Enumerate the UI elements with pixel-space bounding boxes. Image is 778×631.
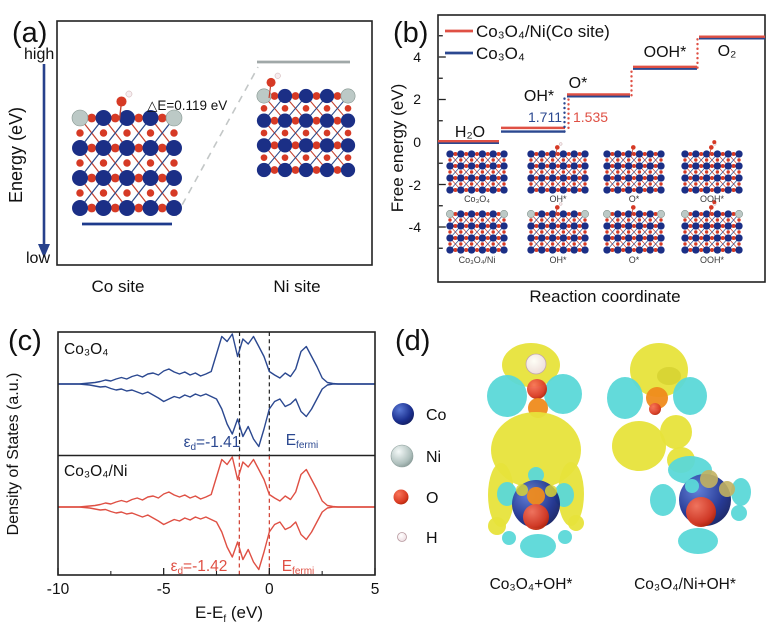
energy-x-axis-label: E-Ef (eV) (195, 603, 263, 625)
ni-atom-icon (390, 444, 414, 468)
energy-axis-arrowhead-icon (38, 244, 50, 258)
isosurface-co3o4ni-oh (607, 343, 751, 554)
xtick-neg10: -10 (47, 581, 70, 598)
efermi-label-co3o4ni: Efermi (282, 558, 315, 577)
delta-e-label: △E=0.119 eV (147, 98, 227, 113)
panel-b-structure-insets (446, 140, 743, 254)
dos-axis-label: Density of States (a.u.) (5, 373, 22, 536)
o-atom-icon (393, 489, 409, 505)
ed-value-co3o4ni: εd=-1.42 (171, 558, 228, 577)
co-atom-icon (392, 403, 414, 425)
xtick-0: 0 (265, 581, 274, 598)
ytick-neg4: -4 (409, 219, 422, 235)
inset-label-oh-row1: OH* (549, 194, 567, 204)
legend-label-ni: Ni (426, 449, 441, 466)
panel-d-tag: (d) (395, 325, 430, 357)
energy-axis-low-label: low (26, 250, 50, 267)
step-label-o: O* (569, 75, 588, 92)
inset-label-co3o4ni: Co₃O₄/Ni (459, 255, 496, 265)
ytick-2: 2 (413, 91, 421, 107)
panel-c-frame (57, 331, 376, 576)
dos-title-co3o4: Co₃O₄ (64, 341, 109, 358)
ni-site-structure (256, 72, 356, 178)
co-site-label: Co site (92, 277, 145, 296)
gap-value-co3o4: 1.711 (528, 109, 562, 125)
legend-label-co3o4: Co₃O₄ (476, 44, 525, 63)
step-label-oh: OH* (524, 88, 554, 105)
caption-co3o4ni-oh: Co₃O₄/Ni+OH* (634, 576, 736, 593)
inset-label-o-row1: O* (629, 194, 640, 204)
step-label-ooh: OOH* (644, 44, 687, 61)
panel-c-xticks (57, 568, 376, 575)
panel-b: (b) Free energy (eV) 4 2 0 -2 -4 Co₃O₄/N… (388, 14, 766, 306)
legend-label-co: Co (426, 407, 447, 424)
panel-a-frame (56, 20, 373, 266)
ni-site-label: Ni site (273, 277, 320, 296)
transition-dashed-line (175, 66, 259, 217)
dos-title-co3o4ni: Co₃O₄/Ni (64, 463, 127, 480)
panel-c-tag: (c) (8, 325, 42, 357)
energy-axis-high-label: high (24, 46, 54, 63)
legend-label-o: O (426, 490, 438, 507)
energy-axis-label: Energy (eV) (6, 107, 26, 203)
free-energy-steps (438, 35, 765, 145)
inset-label-ooh-row1: OOH* (700, 194, 725, 204)
ytick-neg2: -2 (409, 177, 422, 193)
xtick-5: 5 (371, 581, 380, 598)
panel-c: (c) Density of States (a.u.) Co₃O₄ Co₃O₄… (5, 325, 380, 625)
isosurface-co3o4-oh (487, 343, 584, 558)
step-label-o2: O₂ (718, 43, 737, 60)
panel-b-tag: (b) (393, 17, 428, 49)
xtick-neg5: -5 (157, 581, 171, 598)
step-label-h2o: H₂O (455, 124, 485, 141)
inset-label-o-row2: O* (629, 255, 640, 265)
dos-curves (58, 332, 375, 575)
legend-label-h: H (426, 530, 438, 547)
inset-label-ooh-row2: OOH* (700, 255, 725, 265)
inset-label-oh-row2: OH* (549, 255, 567, 265)
efermi-label-co3o4: Efermi (286, 432, 319, 451)
panel-a-tag: (a) (12, 17, 47, 49)
ytick-4: 4 (413, 49, 421, 65)
panel-b-frame (437, 14, 766, 283)
panel-d: (d) Co Ni O H (390, 325, 751, 593)
co-site-structure (71, 90, 183, 216)
ytick-0: 0 (413, 134, 421, 150)
atom-legend: Co Ni O H (390, 403, 447, 547)
panel-a: (a) high Energy (eV) low △E=0.119 eV Co … (6, 17, 373, 296)
reaction-coordinate-label: Reaction coordinate (529, 287, 680, 306)
caption-co3o4-oh: Co₃O₄+OH* (490, 576, 573, 593)
legend-label-co3o4ni: Co₃O₄/Ni(Co site) (476, 22, 610, 41)
h-atom-icon (397, 532, 407, 542)
free-energy-axis-label: Free energy (eV) (388, 84, 407, 213)
inset-label-co3o4: Co₃O₄ (464, 194, 490, 204)
ed-value-co3o4: εd=-1.41 (184, 434, 241, 453)
gap-value-co3o4ni: 1.535 (573, 109, 608, 125)
